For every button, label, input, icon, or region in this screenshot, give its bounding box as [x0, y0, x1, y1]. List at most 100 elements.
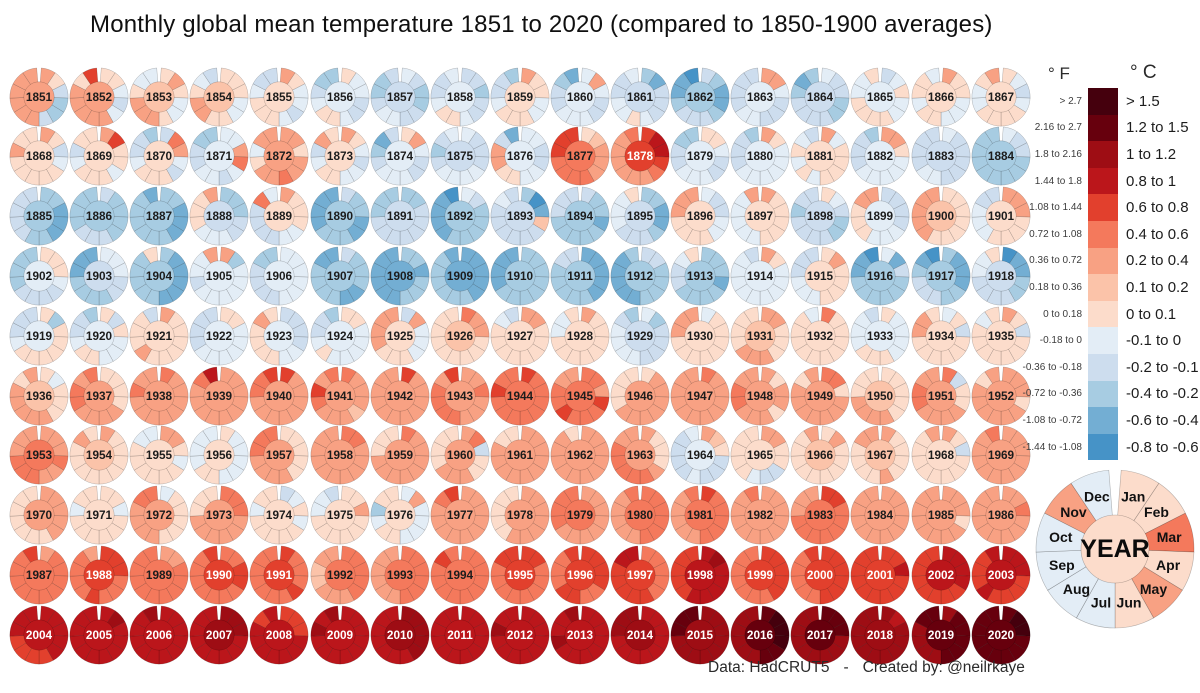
year-pie-1911: 1911: [550, 246, 610, 306]
legend-fahrenheit-label: -0.18 to 0: [1039, 335, 1082, 347]
year-center-disc: [504, 200, 536, 232]
legend-row: 1.08 to 1.44 0.6 to 0.8: [1010, 194, 1199, 221]
year-pie-1933: 1933: [851, 306, 910, 366]
year-center-disc: [143, 619, 175, 651]
year-pie-1869: 1869: [69, 126, 129, 186]
year-label: 1907: [326, 270, 353, 283]
year-pie-1955: 1955: [129, 425, 189, 485]
year-center-disc: [744, 200, 776, 232]
year-center-disc: [263, 140, 295, 172]
year-label: 2006: [146, 629, 173, 642]
year-label: 1930: [687, 330, 714, 343]
year-label: 1892: [447, 210, 474, 223]
year-label: 1927: [507, 330, 534, 343]
year-pie-2003: 2003: [971, 545, 1030, 605]
year-label: 1983: [807, 509, 834, 522]
year-label: 2019: [927, 629, 954, 642]
year-label: 1895: [627, 210, 654, 223]
year-center-disc: [143, 260, 175, 292]
year-center-disc: [143, 81, 175, 112]
key-month-label-jul: Jul: [1091, 595, 1111, 611]
year-pie-1921: 1921: [129, 306, 189, 366]
year-pie-1943: 1943: [430, 366, 490, 425]
year-pie-1892: 1892: [430, 186, 490, 246]
year-pie-1949: 1949: [790, 366, 850, 425]
year-center-disc: [564, 380, 596, 411]
year-label: 1961: [507, 449, 534, 462]
temperature-year-grid: 1851 1852 1853 1854 1855 1856 1857 1858 1859 1860…: [9, 67, 1030, 665]
legend-row: > 2.7 > 1.5: [1010, 88, 1199, 115]
legend-color-swatch: [1088, 407, 1118, 434]
year-center-disc: [83, 200, 115, 232]
year-center-disc: [263, 260, 295, 292]
year-center-disc: [444, 81, 476, 112]
year-label: 1865: [867, 91, 894, 104]
year-pie-1906: 1906: [250, 246, 309, 306]
year-center-disc: [684, 320, 716, 352]
year-pie-1859: 1859: [490, 67, 550, 126]
year-center-disc: [864, 260, 896, 292]
year-center-disc: [564, 81, 596, 112]
year-label: 1909: [447, 270, 474, 283]
legend-color-swatch: [1088, 88, 1118, 115]
year-label: 1928: [567, 330, 594, 343]
year-pie-2008: 2008: [250, 605, 309, 665]
year-center-disc: [624, 81, 656, 112]
year-label: 1992: [326, 569, 353, 582]
year-pie-1950: 1950: [851, 366, 910, 425]
year-pie-1930: 1930: [670, 306, 730, 366]
year-center-disc: [684, 380, 716, 411]
year-pie-1853: 1853: [129, 67, 189, 126]
legend-color-swatch: [1088, 247, 1118, 275]
year-label: 1999: [747, 569, 774, 582]
year-center-disc: [263, 81, 295, 112]
year-center-disc: [504, 559, 536, 591]
legend-celsius-label: 0.4 to 0.6: [1126, 225, 1189, 243]
year-center-disc: [83, 559, 115, 591]
year-pie-1915: 1915: [790, 246, 850, 306]
year-center-disc: [804, 140, 836, 172]
year-label: 1898: [807, 210, 834, 223]
year-center-disc: [83, 499, 115, 531]
year-center-disc: [203, 260, 235, 292]
year-center-disc: [925, 140, 956, 172]
year-pie-2009: 2009: [310, 605, 369, 665]
year-pie-1918: 1918: [971, 246, 1030, 306]
year-pie-1927: 1927: [490, 306, 550, 366]
year-label: 1964: [687, 449, 714, 462]
year-pie-1908: 1908: [370, 246, 429, 306]
year-pie-2012: 2012: [490, 605, 550, 665]
key-month-label-nov: Nov: [1060, 504, 1087, 520]
year-pie-1941: 1941: [310, 366, 369, 425]
year-center-disc: [925, 320, 956, 352]
year-center-disc: [384, 200, 416, 232]
year-center-disc: [684, 260, 716, 292]
year-label: 1883: [927, 150, 954, 163]
year-label: 1936: [26, 390, 53, 403]
year-pie-1855: 1855: [250, 67, 309, 126]
year-label: 1957: [266, 449, 293, 462]
year-label: 1997: [627, 569, 654, 582]
year-center-disc: [263, 380, 295, 411]
year-center-disc: [864, 140, 896, 172]
year-center-disc: [504, 499, 536, 531]
year-center-disc: [684, 499, 716, 531]
legend-celsius-label: 1.2 to 1.5: [1126, 119, 1189, 137]
year-center-disc: [143, 380, 175, 411]
year-label: 1872: [266, 150, 293, 163]
year-center-disc: [203, 320, 235, 352]
data-source-label: Data: HadCRUT5: [708, 659, 830, 676]
legend-celsius-label: -0.6 to -0.4: [1126, 411, 1199, 429]
year-center-disc: [23, 140, 55, 172]
year-pie-1978: 1978: [490, 485, 550, 545]
year-pie-1886: 1886: [69, 186, 129, 246]
year-center-disc: [744, 140, 776, 172]
year-pie-1982: 1982: [730, 485, 790, 545]
year-center-disc: [804, 81, 836, 112]
legend-fahrenheit-label: -1.44 to -1.08: [1022, 441, 1082, 453]
year-pie-2007: 2007: [189, 605, 249, 665]
year-label: 1851: [26, 91, 53, 104]
year-pie-1880: 1880: [730, 126, 790, 186]
year-label: 1880: [747, 150, 774, 163]
year-pie-1898: 1898: [790, 186, 850, 246]
